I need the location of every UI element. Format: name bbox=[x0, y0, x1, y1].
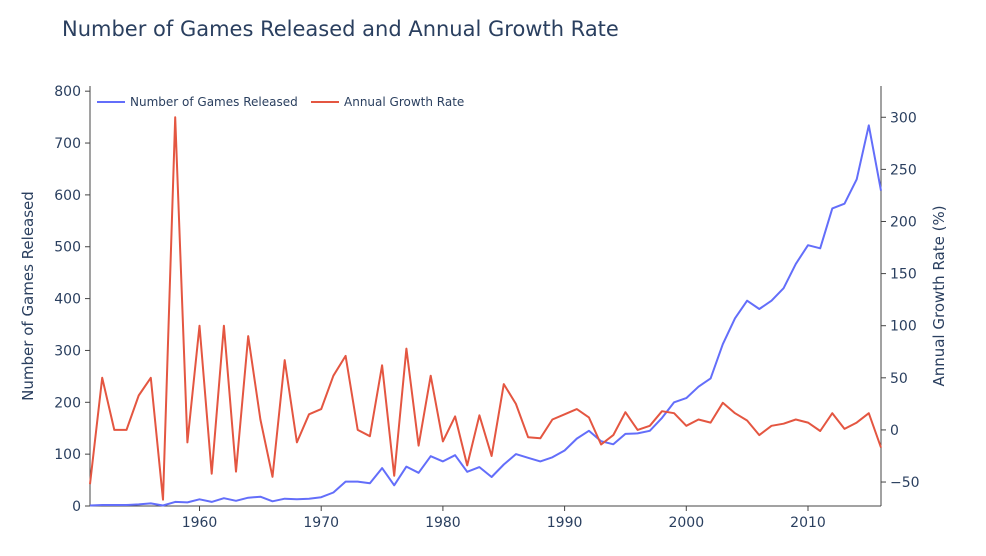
x-tick-label: 2010 bbox=[790, 515, 826, 531]
y-right-tick-label: −50 bbox=[890, 475, 920, 491]
series-line-games-released bbox=[89, 124, 882, 507]
series-lines bbox=[89, 116, 882, 507]
y-axis-left-label: Number of Games Released bbox=[19, 191, 37, 401]
y-right-tick-label: 150 bbox=[890, 267, 917, 283]
x-tick-label: 2000 bbox=[668, 515, 704, 531]
legend-label-games: Number of Games Released bbox=[130, 95, 298, 109]
chart-title: Number of Games Released and Annual Grow… bbox=[62, 17, 619, 41]
x-tick-label: 1990 bbox=[547, 515, 583, 531]
x-tick-label: 1960 bbox=[182, 515, 218, 531]
y-left-tick-label: 800 bbox=[54, 84, 81, 100]
legend: Number of Games Released Annual Growth R… bbox=[97, 95, 464, 109]
x-tick-label: 1970 bbox=[303, 515, 339, 531]
y-right-tick-label: 250 bbox=[890, 162, 917, 178]
series-line-annual-growth-rate bbox=[89, 116, 882, 501]
y-right-tick-label: 300 bbox=[890, 110, 917, 126]
y-right-tick-label: 50 bbox=[890, 371, 908, 387]
y-right-tick-label: 0 bbox=[890, 423, 899, 439]
y-left-tick-label: 600 bbox=[54, 188, 81, 204]
y-right-tick-label: 100 bbox=[890, 319, 917, 335]
y-right-tick-label: 200 bbox=[890, 214, 917, 230]
y-left-tick-label: 700 bbox=[54, 136, 81, 152]
y-left-tick-label: 200 bbox=[54, 395, 81, 411]
y-left-tick-label: 400 bbox=[54, 292, 81, 308]
y-axis-right-label: Annual Growth Rate (%) bbox=[930, 205, 948, 386]
y-left-tick-label: 500 bbox=[54, 240, 81, 256]
legend-label-growth: Annual Growth Rate bbox=[344, 95, 464, 109]
x-tick-label: 1980 bbox=[425, 515, 461, 531]
axes bbox=[85, 86, 886, 511]
y-left-tick-label: 300 bbox=[54, 343, 81, 359]
tick-labels: 1960 1970 1980 1990 2000 20100100200300400500… bbox=[54, 84, 919, 531]
y-left-tick-label: 0 bbox=[72, 499, 81, 515]
y-left-tick-label: 100 bbox=[54, 447, 81, 463]
